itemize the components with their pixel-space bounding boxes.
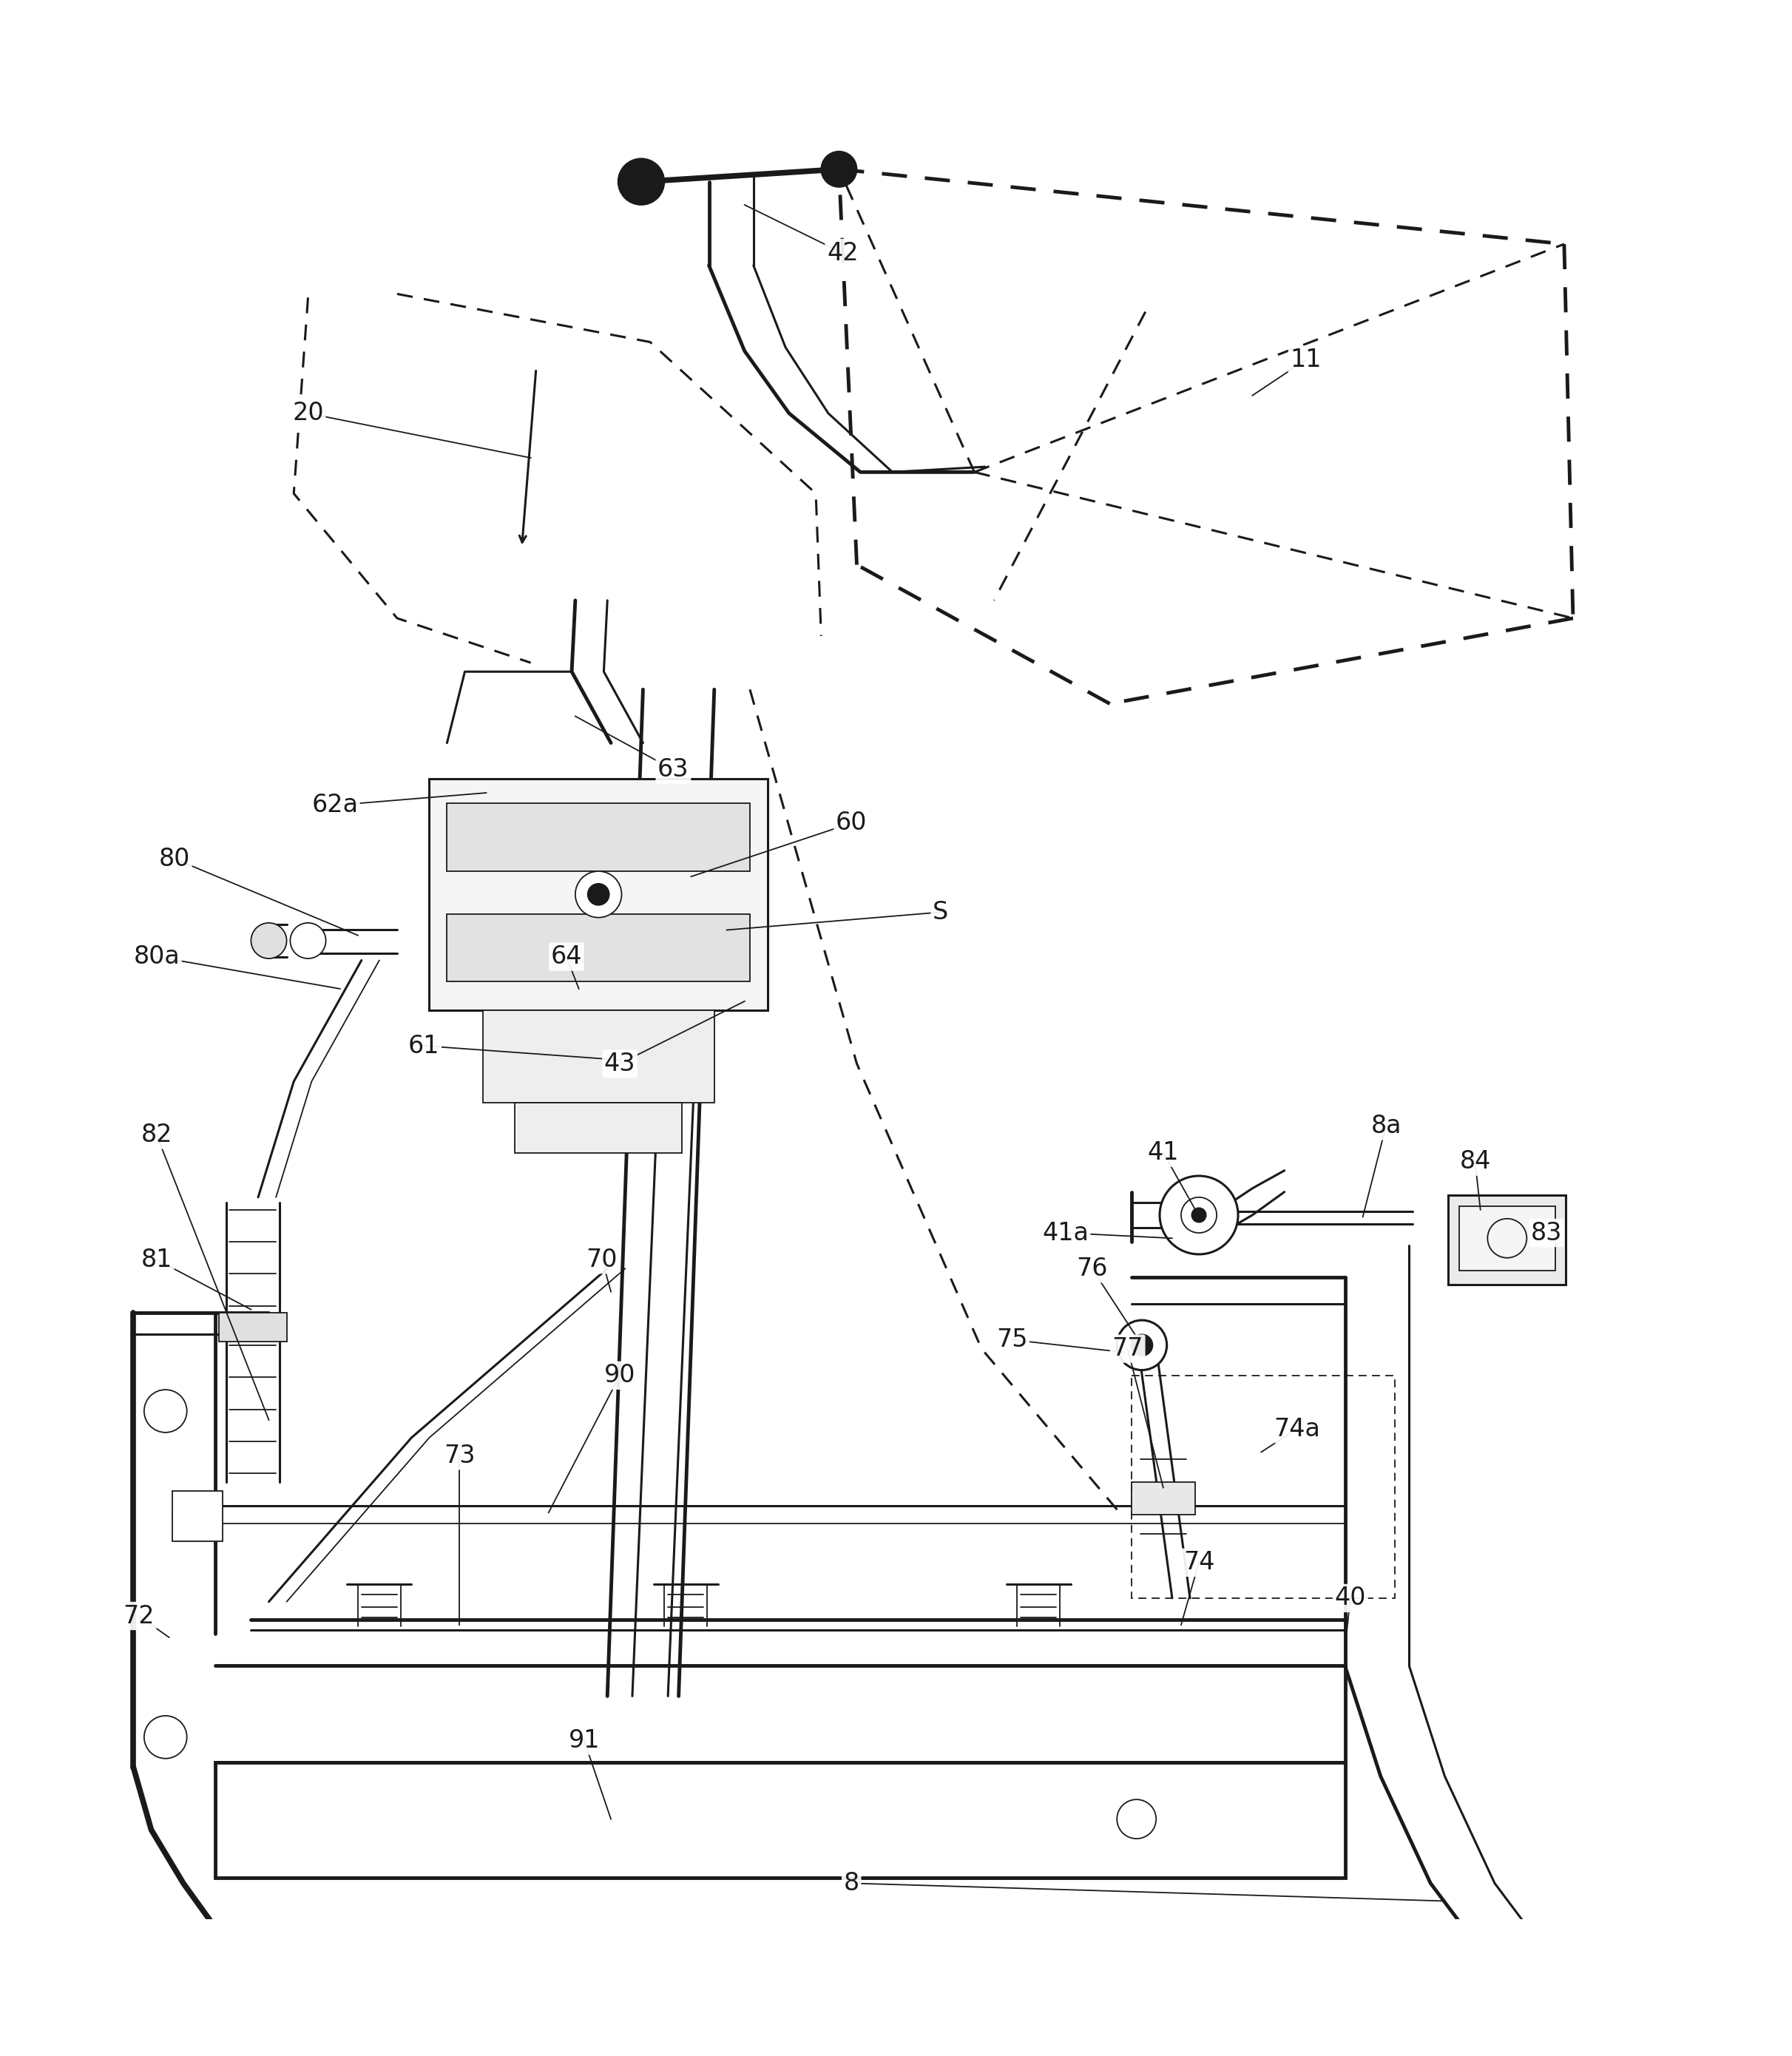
Text: 20: 20: [292, 401, 324, 426]
Text: 74a: 74a: [1274, 1417, 1321, 1441]
Text: 91: 91: [568, 1729, 600, 1754]
Text: 41a: 41a: [1041, 1221, 1088, 1246]
Circle shape: [1159, 1176, 1238, 1254]
Text: 60: 60: [835, 810, 867, 835]
Bar: [1131, 1482, 1195, 1515]
Text: 8a: 8a: [1371, 1114, 1401, 1139]
Text: 83: 83: [1530, 1221, 1563, 1246]
Bar: [1459, 1207, 1555, 1271]
Bar: [172, 1491, 222, 1542]
Text: 8: 8: [844, 1871, 860, 1896]
Bar: [446, 804, 749, 872]
Text: 42: 42: [826, 241, 858, 265]
Text: 41: 41: [1147, 1141, 1179, 1166]
Circle shape: [251, 923, 287, 958]
Text: 81: 81: [142, 1248, 172, 1273]
Bar: [514, 1102, 683, 1153]
Circle shape: [1192, 1209, 1206, 1221]
Circle shape: [821, 152, 857, 187]
Text: 62a: 62a: [312, 794, 358, 818]
Bar: [1131, 1375, 1394, 1598]
Bar: [1448, 1195, 1566, 1285]
Bar: [430, 779, 767, 1009]
Circle shape: [1116, 1320, 1167, 1369]
Text: 63: 63: [658, 757, 688, 781]
Text: 61: 61: [409, 1034, 439, 1059]
Circle shape: [618, 158, 665, 206]
Text: 43: 43: [604, 1051, 636, 1075]
Text: 75: 75: [996, 1328, 1027, 1353]
Text: 80a: 80a: [133, 944, 179, 968]
Bar: [219, 1314, 287, 1343]
Text: 80: 80: [159, 847, 190, 872]
Text: 84: 84: [1459, 1149, 1491, 1174]
Text: 82: 82: [142, 1123, 172, 1147]
Text: 70: 70: [586, 1248, 618, 1273]
Text: 72: 72: [124, 1604, 154, 1628]
Text: 40: 40: [1335, 1585, 1366, 1610]
Text: 90: 90: [604, 1363, 636, 1388]
Text: 74: 74: [1183, 1550, 1215, 1575]
Bar: [482, 1009, 715, 1102]
Bar: [446, 915, 749, 981]
Text: S: S: [932, 901, 948, 925]
Text: 73: 73: [444, 1443, 475, 1468]
Circle shape: [1131, 1334, 1152, 1355]
Circle shape: [575, 872, 622, 917]
Circle shape: [1181, 1197, 1217, 1234]
Circle shape: [290, 923, 326, 958]
Bar: [215, 1762, 1346, 1877]
Text: 64: 64: [550, 944, 582, 968]
Text: 77: 77: [1111, 1336, 1143, 1361]
Text: 11: 11: [1290, 347, 1321, 372]
Text: 76: 76: [1077, 1256, 1107, 1281]
Circle shape: [588, 884, 609, 905]
